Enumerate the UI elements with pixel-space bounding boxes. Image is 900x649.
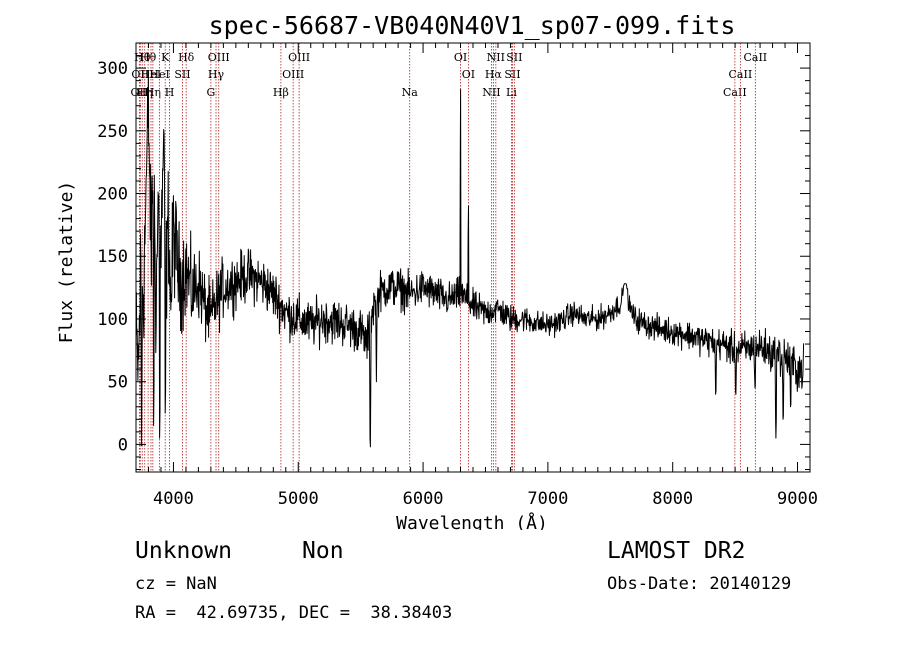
spectrum-layer — [135, 70, 805, 448]
line-marker-label: Hθ — [134, 51, 151, 64]
x-tick-label: 5000 — [278, 489, 319, 509]
redshift-cz: cz = NaN — [135, 574, 217, 594]
y-tick-label: 150 — [97, 247, 128, 267]
line-marker-label: Hδ — [178, 51, 195, 64]
line-marker-label: OI — [454, 51, 467, 64]
x-tick-label: 8000 — [652, 489, 693, 509]
line-marker-label: OIII — [288, 51, 310, 64]
line-marker-label: NII — [482, 86, 500, 99]
x-tick-label: 9000 — [777, 489, 818, 509]
x-tick-label: 4000 — [153, 489, 194, 509]
line-marker-label: Hγ — [208, 68, 225, 81]
line-marker-label: K — [161, 51, 170, 64]
object-subclass: Non — [302, 538, 344, 564]
spectrum-chart: spec-56687-VB040N40V1_sp07-099.fits OII O… — [56, 11, 818, 530]
y-tick-label: 50 — [108, 373, 128, 393]
line-marker-label: Hθ — [140, 51, 157, 64]
line-marker-label: OIII — [208, 51, 230, 64]
x-axis: 4000 5000 6000 7000 8000 9000 — [147, 43, 818, 509]
line-marker-label: OIII — [282, 68, 304, 81]
line-markers: OIIOIIHθHηHθHeIHηHeIKHSIIHδGHγOIIIHβOIII… — [131, 43, 767, 472]
line-marker-label: CaII — [729, 68, 753, 81]
y-axis: 0 50 100 150 200 250 300 — [97, 55, 810, 470]
line-marker-label: OI — [462, 68, 475, 81]
y-tick-label: 200 — [97, 185, 128, 205]
line-marker-label: SII — [174, 68, 190, 81]
survey-name: LAMOST DR2 — [607, 538, 746, 564]
object-class: Unknown — [135, 538, 232, 564]
line-marker-label: CaII — [723, 86, 747, 99]
line-marker-label: Li — [506, 86, 517, 99]
line-marker-label: Hα — [485, 68, 503, 81]
spectrum-line — [135, 70, 805, 448]
y-tick-label: 300 — [97, 59, 128, 79]
observation-date: Obs-Date: 20140129 — [607, 574, 792, 594]
line-marker-label: NII — [487, 51, 505, 64]
coordinates: RA = 42.69735, DEC = 38.38403 — [135, 603, 453, 623]
x-tick-label: 7000 — [527, 489, 568, 509]
line-marker-label: G — [206, 86, 215, 99]
line-marker-label: HeI — [141, 68, 161, 81]
line-marker-label: CaII — [743, 51, 767, 64]
y-tick-label: 100 — [97, 310, 128, 330]
line-marker-label: HeI — [149, 68, 169, 81]
line-marker-label: Na — [402, 86, 419, 99]
chart-title: spec-56687-VB040N40V1_sp07-099.fits — [209, 11, 736, 40]
line-marker-label: SII — [504, 68, 520, 81]
line-marker-label: Hβ — [273, 86, 289, 99]
x-axis-label: Wavelength (Å) — [396, 512, 548, 530]
line-marker-label: SII — [506, 51, 522, 64]
y-axis-label: Flux (relative) — [56, 181, 77, 344]
y-tick-label: 250 — [97, 122, 128, 142]
line-marker-label: OII — [131, 86, 149, 99]
line-marker-label: H — [165, 86, 175, 99]
y-tick-label: 0 — [118, 435, 128, 455]
x-tick-label: 6000 — [403, 489, 444, 509]
plot-frame — [135, 42, 811, 473]
